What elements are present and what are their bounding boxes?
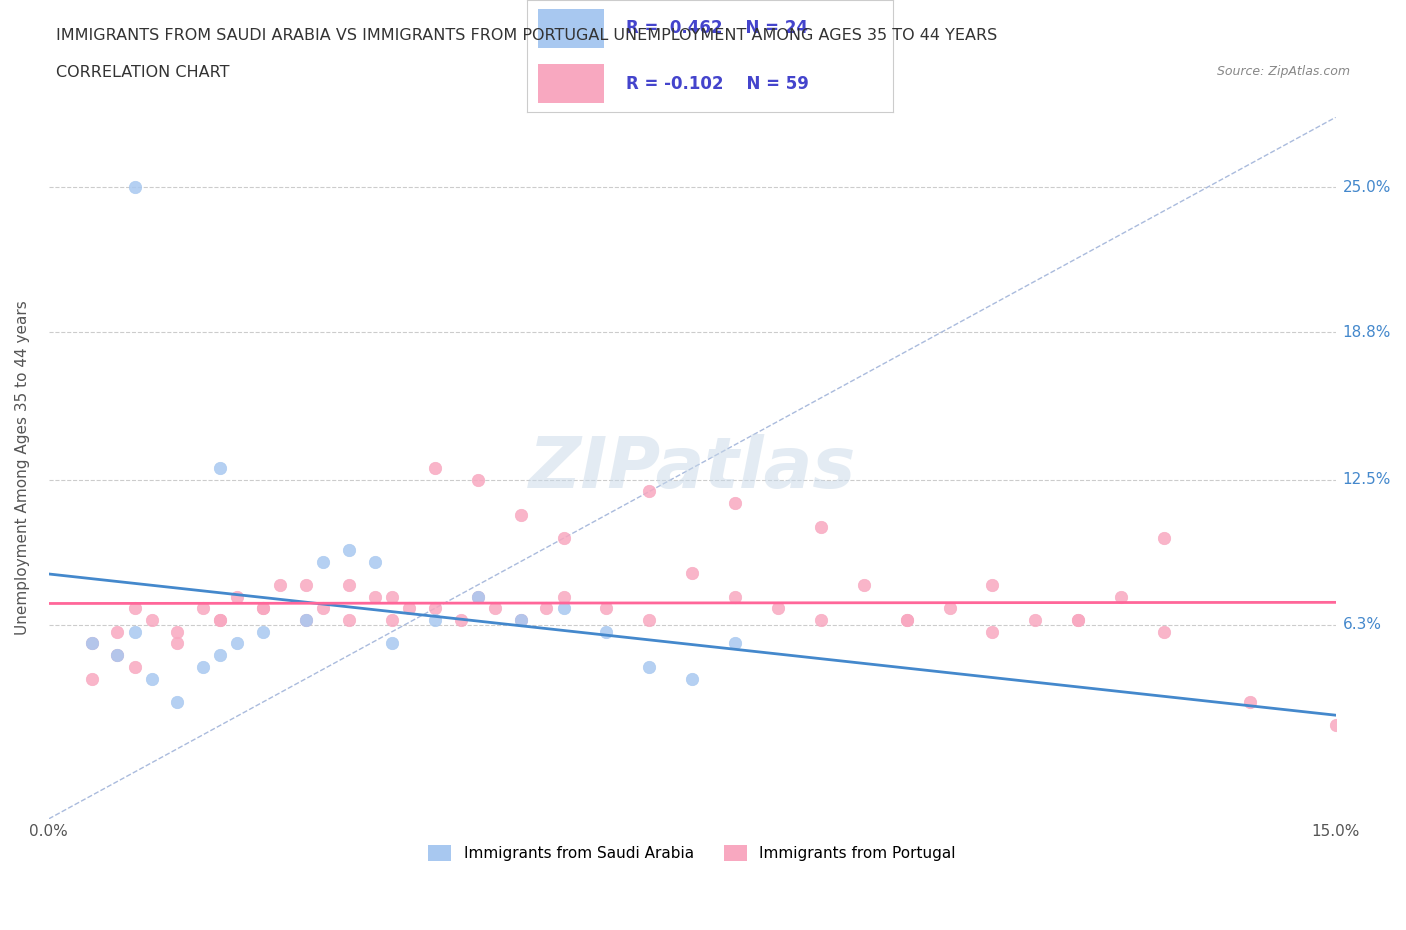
Text: IMMIGRANTS FROM SAUDI ARABIA VS IMMIGRANTS FROM PORTUGAL UNEMPLOYMENT AMONG AGES: IMMIGRANTS FROM SAUDI ARABIA VS IMMIGRAN…	[56, 28, 997, 43]
Point	[295, 613, 318, 628]
Point	[166, 695, 188, 710]
Point	[638, 613, 661, 628]
Point	[509, 613, 531, 628]
Point	[381, 613, 404, 628]
Point	[423, 601, 446, 616]
Point	[252, 601, 274, 616]
Point	[1067, 613, 1090, 628]
Point	[141, 613, 163, 628]
Point	[724, 496, 747, 511]
Point	[124, 601, 146, 616]
FancyBboxPatch shape	[538, 9, 605, 48]
Point	[381, 636, 404, 651]
Point	[681, 565, 703, 580]
Point	[124, 180, 146, 195]
Point	[638, 659, 661, 674]
Point	[467, 590, 489, 604]
Point	[981, 578, 1004, 592]
Point	[252, 601, 274, 616]
Point	[141, 671, 163, 686]
Point	[105, 647, 128, 662]
Point	[80, 636, 103, 651]
Point	[981, 624, 1004, 639]
Point	[896, 613, 918, 628]
Point	[226, 636, 249, 651]
Point	[1024, 613, 1046, 628]
Point	[467, 472, 489, 487]
Point	[80, 636, 103, 651]
Point	[852, 578, 875, 592]
Text: 12.5%: 12.5%	[1343, 472, 1391, 487]
Point	[337, 613, 360, 628]
Text: Source: ZipAtlas.com: Source: ZipAtlas.com	[1216, 65, 1350, 78]
Point	[638, 484, 661, 498]
Point	[1324, 718, 1347, 733]
Text: CORRELATION CHART: CORRELATION CHART	[56, 65, 229, 80]
Point	[269, 578, 291, 592]
Point	[364, 590, 387, 604]
Point	[398, 601, 420, 616]
Point	[295, 613, 318, 628]
Point	[105, 647, 128, 662]
Point	[553, 601, 575, 616]
Point	[166, 624, 188, 639]
Point	[209, 613, 232, 628]
Point	[810, 613, 832, 628]
Point	[124, 624, 146, 639]
Text: R = -0.102    N = 59: R = -0.102 N = 59	[626, 74, 808, 93]
Point	[381, 590, 404, 604]
Point	[553, 590, 575, 604]
Point	[337, 578, 360, 592]
Text: ZIPatlas: ZIPatlas	[529, 433, 856, 502]
Point	[509, 613, 531, 628]
Point	[595, 601, 617, 616]
Point	[938, 601, 960, 616]
Point	[252, 624, 274, 639]
Point	[364, 554, 387, 569]
Point	[1153, 624, 1175, 639]
Point	[124, 659, 146, 674]
Point	[595, 624, 617, 639]
Point	[312, 554, 335, 569]
Point	[295, 578, 318, 592]
Point	[1239, 695, 1261, 710]
Text: R =  0.462    N = 24: R = 0.462 N = 24	[626, 19, 808, 37]
Point	[193, 659, 215, 674]
Point	[724, 636, 747, 651]
Point	[423, 460, 446, 475]
Point	[1109, 590, 1132, 604]
Point	[209, 613, 232, 628]
Point	[312, 601, 335, 616]
Point	[450, 613, 472, 628]
Point	[536, 601, 558, 616]
Point	[423, 613, 446, 628]
Point	[810, 519, 832, 534]
Point	[896, 613, 918, 628]
Point	[1067, 613, 1090, 628]
Point	[509, 508, 531, 523]
Text: 6.3%: 6.3%	[1343, 618, 1382, 632]
Point	[193, 601, 215, 616]
Point	[226, 590, 249, 604]
Legend: Immigrants from Saudi Arabia, Immigrants from Portugal: Immigrants from Saudi Arabia, Immigrants…	[422, 839, 962, 868]
Text: 25.0%: 25.0%	[1343, 180, 1391, 195]
FancyBboxPatch shape	[538, 63, 605, 102]
Point	[766, 601, 789, 616]
Point	[1153, 531, 1175, 546]
Text: 18.8%: 18.8%	[1343, 325, 1391, 340]
Point	[166, 636, 188, 651]
Point	[467, 590, 489, 604]
Point	[209, 647, 232, 662]
Point	[681, 671, 703, 686]
Y-axis label: Unemployment Among Ages 35 to 44 years: Unemployment Among Ages 35 to 44 years	[15, 300, 30, 635]
Point	[337, 542, 360, 557]
Point	[484, 601, 506, 616]
Point	[80, 671, 103, 686]
Point	[209, 460, 232, 475]
Point	[105, 624, 128, 639]
Point	[553, 531, 575, 546]
Point	[724, 590, 747, 604]
